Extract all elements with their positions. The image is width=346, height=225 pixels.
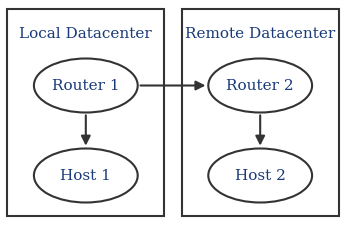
Text: Remote Datacenter: Remote Datacenter — [185, 27, 336, 41]
Ellipse shape — [208, 148, 312, 202]
Text: Router 1: Router 1 — [52, 79, 120, 92]
Ellipse shape — [34, 148, 138, 202]
Ellipse shape — [208, 58, 312, 112]
Text: Host 1: Host 1 — [60, 169, 111, 182]
Bar — [182, 9, 339, 216]
Text: Host 2: Host 2 — [235, 169, 286, 182]
Text: Router 2: Router 2 — [226, 79, 294, 92]
Bar — [7, 9, 164, 216]
Ellipse shape — [34, 58, 138, 112]
Text: Local Datacenter: Local Datacenter — [19, 27, 152, 41]
